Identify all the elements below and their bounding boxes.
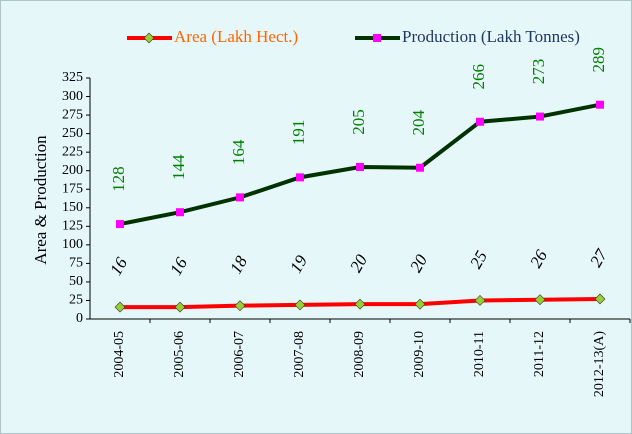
y-tick-label: 0 (76, 311, 83, 326)
y-tick-label: 100 (62, 237, 83, 252)
y-tick-label: 275 (62, 107, 83, 122)
x-tick-label: 2012-13(A) (592, 331, 607, 397)
marker (354, 298, 366, 310)
x-tick-label: 2004-05 (112, 331, 127, 378)
y-tick-label: 175 (62, 181, 83, 196)
marker (294, 299, 306, 311)
marker (594, 293, 606, 305)
x-tick-label: 2009-10 (412, 331, 427, 378)
marker (536, 112, 544, 121)
x-tick-label: 2008-09 (352, 331, 367, 378)
x-tick-label: 2011-12 (532, 331, 547, 377)
marker (116, 220, 124, 229)
data-label: 204 (409, 109, 428, 135)
y-tick-label: 125 (62, 219, 83, 234)
marker (414, 298, 426, 310)
marker (234, 300, 246, 312)
y-tick-label: 150 (62, 200, 83, 215)
data-label: 128 (109, 166, 128, 192)
legend-label: Area (Lakh Hect.) (174, 27, 298, 46)
y-tick-label: 250 (62, 126, 83, 141)
data-label: 164 (229, 139, 248, 165)
marker (296, 173, 304, 182)
marker (476, 117, 484, 126)
y-tick-label: 75 (69, 256, 83, 271)
y-tick-label: 225 (62, 144, 83, 159)
y-tick-label: 200 (62, 163, 83, 178)
data-label: 191 (289, 120, 308, 146)
x-tick-label: 2010-11 (472, 331, 487, 377)
marker (596, 100, 604, 109)
marker (236, 193, 244, 202)
legend-marker (373, 34, 381, 42)
marker (114, 301, 126, 313)
data-label: 266 (469, 64, 488, 90)
marker (474, 295, 486, 306)
marker (176, 208, 184, 217)
y-tick-label: 50 (69, 274, 83, 289)
marker (174, 301, 186, 313)
x-tick-label: 2006-07 (232, 331, 247, 378)
y-tick-label: 325 (62, 70, 83, 85)
marker (356, 162, 364, 171)
data-label: 144 (169, 154, 188, 180)
data-label: 205 (349, 109, 368, 135)
legend-marker (143, 32, 155, 44)
data-label: 273 (529, 59, 548, 85)
marker (534, 294, 546, 306)
legend-label: Production (Lakh Tonnes) (402, 27, 580, 46)
x-tick-label: 2007-08 (292, 331, 307, 378)
x-tick-label: 2005-06 (172, 331, 187, 378)
y-axis-label: Area & Production (31, 135, 50, 265)
marker (416, 163, 424, 172)
y-tick-label: 25 (69, 293, 83, 308)
data-label: 289 (589, 47, 608, 73)
y-tick-label: 300 (62, 89, 83, 104)
